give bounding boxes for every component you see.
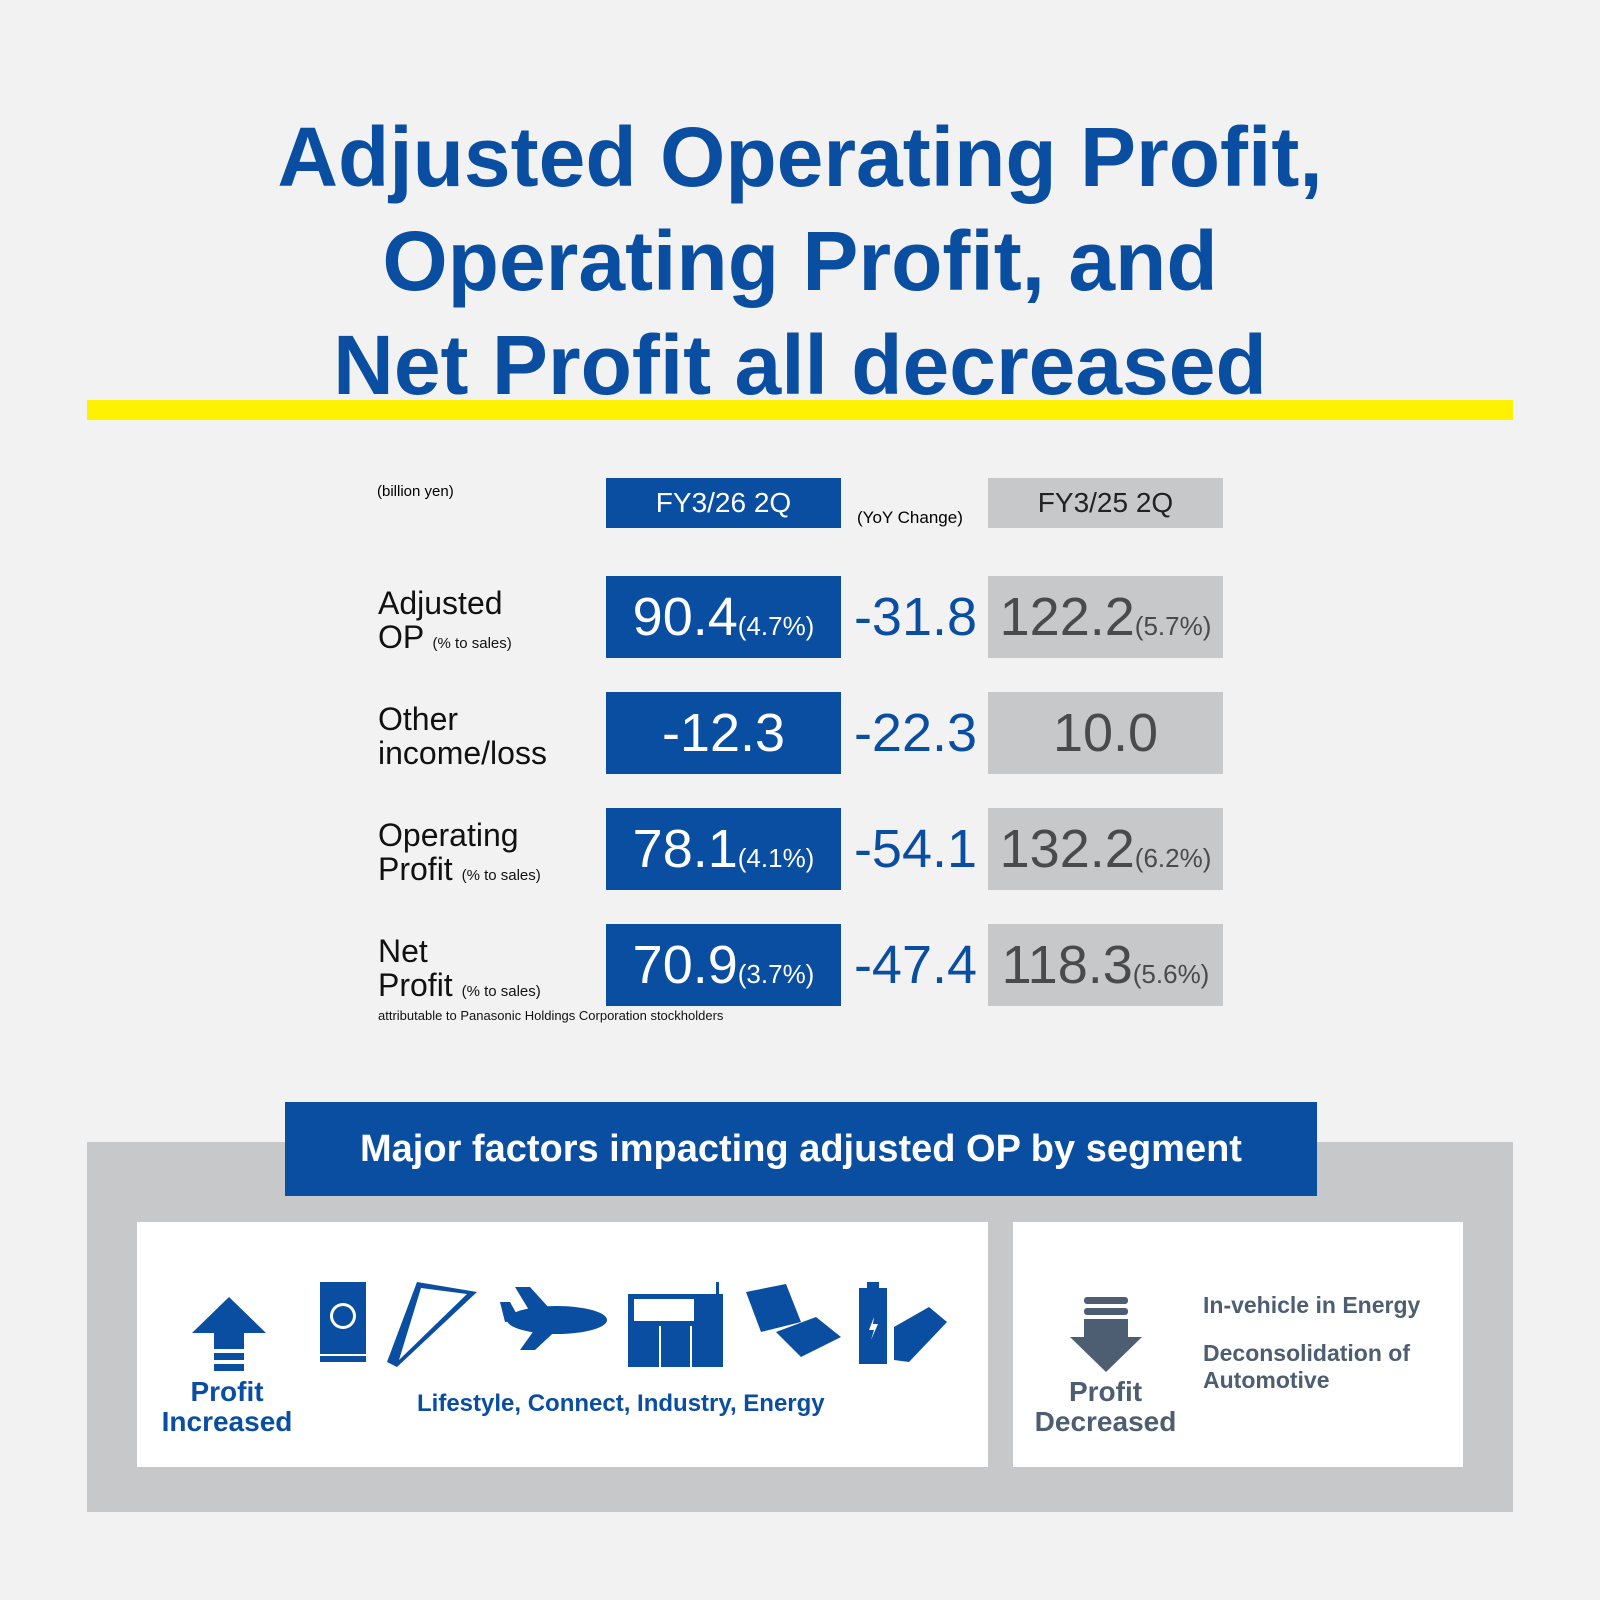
prev-value: 118.3 (5.6%) xyxy=(988,924,1223,1006)
decrease-box: Profit Decreased In-vehicle in Energy De… xyxy=(1013,1222,1463,1467)
row-label: Adjusted OP (% to sales) xyxy=(378,585,512,655)
profit-decreased-label: Profit Decreased xyxy=(1034,1376,1177,1437)
dec-item: In-vehicle in Energy xyxy=(1203,1292,1421,1318)
profit-increased-label: Profit Increased xyxy=(161,1376,293,1437)
col-current: FY3/26 2Q xyxy=(606,478,841,528)
airplane-icon xyxy=(500,1287,607,1350)
battery-cells-icon xyxy=(859,1282,947,1364)
yoy-value: -31.8 xyxy=(853,587,978,647)
yellow-underline xyxy=(87,400,1513,420)
current-value: 90.4 (4.7%) xyxy=(606,576,841,658)
unit-label: (billion yen) xyxy=(377,483,454,500)
row-label: Net Profit (% to sales) attributable to Pa… xyxy=(378,933,724,1023)
light-fixture-icon xyxy=(387,1282,477,1367)
current-value: 78.1 (4.1%) xyxy=(606,808,841,890)
battery-packs-icon xyxy=(746,1284,841,1357)
yoy-value: -54.1 xyxy=(853,819,978,879)
dec-item: Deconsolidation of Automotive xyxy=(1203,1340,1410,1393)
prev-value: 10.0 xyxy=(988,692,1223,774)
current-value: -12.3 xyxy=(606,692,841,774)
segments-label: Lifestyle, Connect, Industry, Energy xyxy=(417,1390,825,1417)
segment-icons xyxy=(317,1282,949,1367)
yoy-value: -47.4 xyxy=(853,935,978,995)
industrial-equipment-icon xyxy=(628,1282,723,1367)
page-title: Adjusted Operating Profit, Operating Prof… xyxy=(277,110,1323,412)
factors-heading: Major factors impacting adjusted OP by s… xyxy=(285,1102,1317,1196)
prev-value: 132.2 (6.2%) xyxy=(988,808,1223,890)
row-label: Operating Profit (% to sales) xyxy=(378,817,541,887)
row-label: Other income/loss xyxy=(378,701,547,771)
prev-value: 122.2 (5.7%) xyxy=(988,576,1223,658)
up-arrow-icon xyxy=(192,1297,266,1371)
col-prev: FY3/25 2Q xyxy=(988,478,1223,528)
increase-box: Profit Increased Lifestyle, Connect, Ind… xyxy=(137,1222,988,1467)
col-yoy: (YoY Change) xyxy=(857,508,963,527)
washing-machine-icon xyxy=(320,1282,366,1362)
current-value: 70.9 (3.7%) xyxy=(606,924,841,1006)
yoy-value: -22.3 xyxy=(853,703,978,763)
down-arrow-icon xyxy=(1070,1297,1142,1372)
